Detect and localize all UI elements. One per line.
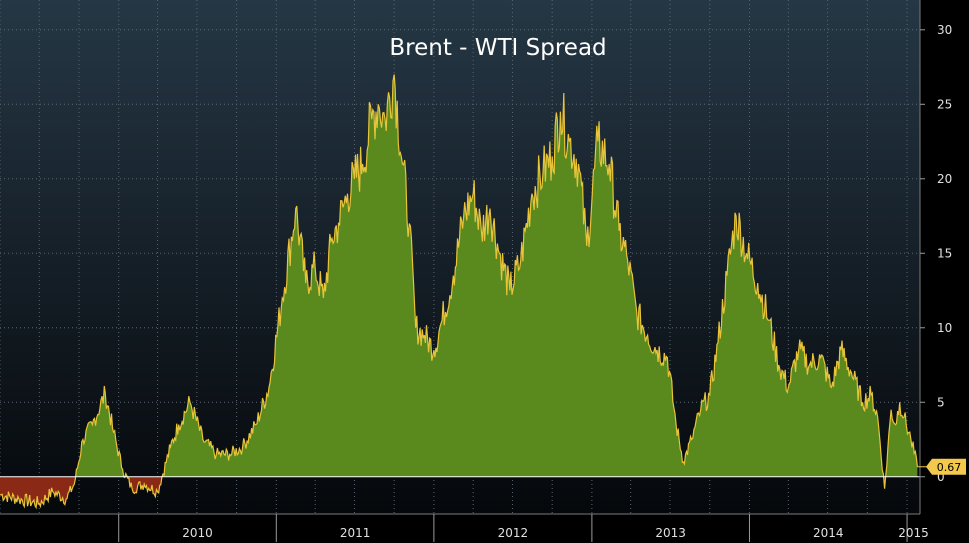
y-axis-ticks: 0 5 10 15 20 25 30 <box>920 23 952 484</box>
x-axis-ticks: 2010 2011 2012 2013 2014 2015 <box>118 514 929 542</box>
y-tick-label: 20 <box>937 172 952 186</box>
spread-line <box>0 74 918 510</box>
x-tick-label: 2010 <box>182 526 213 540</box>
y-tick-label: 30 <box>937 23 952 37</box>
x-tick-label: 2013 <box>655 526 686 540</box>
bottom-axis-panel <box>0 514 969 543</box>
last-value-marker: 0.67 <box>917 458 966 475</box>
x-tick-label: 2015 <box>898 526 929 540</box>
x-tick-label: 2011 <box>340 526 371 540</box>
y-tick-label: 0 <box>937 470 945 484</box>
y-tick-label: 25 <box>937 97 952 111</box>
last-value-badge <box>926 458 966 475</box>
chart-title: Brent - WTI Spread <box>389 35 606 61</box>
x-tick-label: 2014 <box>813 526 844 540</box>
last-value-label: 0.67 <box>937 461 962 474</box>
y-tick-label: 5 <box>937 395 945 409</box>
y-tick-label: 15 <box>937 246 952 260</box>
area-series <box>0 74 918 508</box>
positive-area <box>0 74 918 477</box>
x-tick-label: 2012 <box>498 526 529 540</box>
right-axis-panel <box>920 0 969 514</box>
y-tick-label: 10 <box>937 321 952 335</box>
